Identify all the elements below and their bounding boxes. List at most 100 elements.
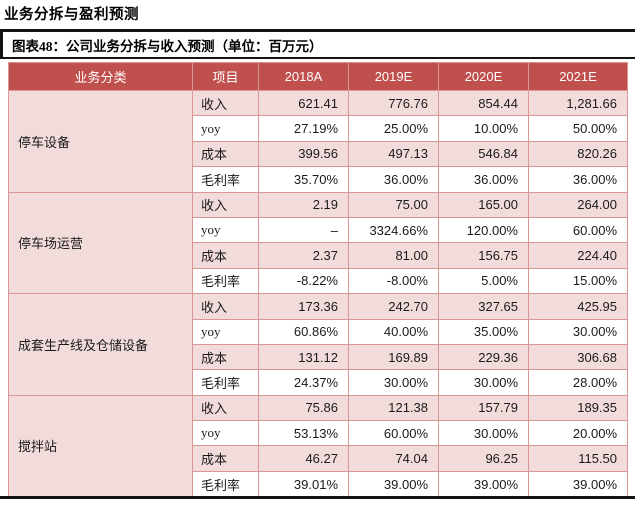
value-cell: 776.76 xyxy=(348,89,439,117)
bottom-divider-rule xyxy=(0,496,635,499)
value-cell: 15.00% xyxy=(528,267,628,295)
value-cell: 24.37% xyxy=(258,369,349,396)
category-cell: 停车设备 xyxy=(8,90,193,193)
item-cell: 毛利率 xyxy=(192,470,259,498)
value-cell: 3324.66% xyxy=(348,216,439,244)
value-cell: 60.00% xyxy=(528,216,628,244)
value-cell: 30.00% xyxy=(348,369,439,396)
item-cell: 成本 xyxy=(192,343,259,371)
value-cell: 306.68 xyxy=(528,343,628,371)
table-header-row: 业务分类 项目 2018A 2019E 2020E 2021E xyxy=(8,62,628,91)
figure-caption: 图表48：公司业务分拆与收入预测（单位：百万元） xyxy=(12,38,323,54)
table-row: 停车设备 收入 621.41 776.76 854.44 1,281.66 xyxy=(8,89,628,193)
value-cell: 27.19% xyxy=(258,115,349,142)
value-cell: 621.41 xyxy=(258,89,349,117)
value-cell: 25.00% xyxy=(348,115,439,142)
item-cell: 毛利率 xyxy=(192,267,259,295)
value-cell: 39.00% xyxy=(438,470,529,498)
value-cell: 75.86 xyxy=(258,394,349,422)
value-cell: 10.00% xyxy=(438,115,529,142)
item-cell: 收入 xyxy=(192,191,259,218)
header-cell-2018a: 2018A xyxy=(258,62,349,91)
value-cell: 39.01% xyxy=(258,470,349,498)
header-cell-2019e: 2019E xyxy=(348,62,439,91)
item-cell: 成本 xyxy=(192,140,259,168)
table-row: yoy 27.19% 25.00% 10.00% 50.00% xyxy=(9,115,628,142)
item-cell: 毛利率 xyxy=(192,166,259,193)
value-cell: 53.13% xyxy=(258,420,349,447)
category-cell: 停车场运营 xyxy=(8,191,193,295)
value-cell: 169.89 xyxy=(348,343,439,371)
value-cell: 5.00% xyxy=(438,267,529,295)
value-cell: -8.22% xyxy=(258,267,349,295)
value-cell: 35.70% xyxy=(258,166,349,193)
value-cell: 30.00% xyxy=(528,318,628,345)
value-cell: 546.84 xyxy=(438,140,529,168)
value-cell: 121.38 xyxy=(348,394,439,422)
value-cell: 120.00% xyxy=(438,216,529,244)
value-cell: 497.13 xyxy=(348,140,439,168)
value-cell: 28.00% xyxy=(528,369,628,396)
value-cell: 165.00 xyxy=(438,191,529,218)
value-cell: 189.35 xyxy=(528,394,628,422)
value-cell: 820.26 xyxy=(528,140,628,168)
value-cell: 60.86% xyxy=(258,318,349,345)
item-cell: 收入 xyxy=(192,394,259,422)
table-row: 成本 399.56 497.13 546.84 820.26 xyxy=(9,140,628,168)
value-cell: 157.79 xyxy=(438,394,529,422)
value-cell: 39.00% xyxy=(528,470,628,498)
header-cell-category: 业务分类 xyxy=(8,62,193,91)
caption-divider-rule xyxy=(0,57,635,59)
value-cell: 36.00% xyxy=(438,166,529,193)
table-row: 毛利率 24.37% 30.00% 30.00% 28.00% xyxy=(9,369,628,396)
table-row: 搅拌站 收入 75.86 121.38 157.79 189.35 xyxy=(8,394,628,498)
value-cell: 60.00% xyxy=(348,420,439,447)
table-row: 成本 2.37 81.00 156.75 224.40 xyxy=(9,242,628,269)
item-cell: yoy xyxy=(192,420,259,447)
item-cell: 收入 xyxy=(192,293,259,320)
value-cell: 327.65 xyxy=(438,293,529,320)
header-cell-item: 项目 xyxy=(192,62,259,91)
value-cell: 74.04 xyxy=(348,445,439,472)
value-cell: 35.00% xyxy=(438,318,529,345)
table-row: 成套生产线及仓储设备 收入 173.36 242.70 327.65 425.9… xyxy=(8,293,628,396)
table-row: 停车场运营 收入 2.19 75.00 165.00 264.00 xyxy=(8,191,628,295)
category-cell: 成套生产线及仓储设备 xyxy=(8,293,193,396)
item-cell: yoy xyxy=(192,216,259,244)
value-cell: – xyxy=(258,216,349,244)
header-cell-2020e: 2020E xyxy=(438,62,529,91)
value-cell: 264.00 xyxy=(528,191,628,218)
value-cell: 2.37 xyxy=(258,242,349,269)
page-title: 业务分拆与盈利预测 xyxy=(4,7,139,23)
table-row: yoy – 3324.66% 120.00% 60.00% xyxy=(9,216,628,244)
value-cell: 36.00% xyxy=(348,166,439,193)
value-cell: 399.56 xyxy=(258,140,349,168)
value-cell: 39.00% xyxy=(348,470,439,498)
item-cell: yoy xyxy=(192,115,259,142)
value-cell: 224.40 xyxy=(528,242,628,269)
table-row: yoy 60.86% 40.00% 35.00% 30.00% xyxy=(9,318,628,345)
value-cell: 156.75 xyxy=(438,242,529,269)
value-cell: 40.00% xyxy=(348,318,439,345)
value-cell: 242.70 xyxy=(348,293,439,320)
value-cell: 50.00% xyxy=(528,115,628,142)
item-cell: 成本 xyxy=(192,445,259,472)
value-cell: 30.00% xyxy=(438,369,529,396)
value-cell: 20.00% xyxy=(528,420,628,447)
item-cell: yoy xyxy=(192,318,259,345)
value-cell: 81.00 xyxy=(348,242,439,269)
item-cell: 成本 xyxy=(192,242,259,269)
business-forecast-table: 业务分类 项目 2018A 2019E 2020E 2021E 停车设备 收入 … xyxy=(8,62,628,498)
header-cell-2021e: 2021E xyxy=(528,62,628,91)
value-cell: 173.36 xyxy=(258,293,349,320)
figure-caption-band: 图表48：公司业务分拆与收入预测（单位：百万元） xyxy=(0,32,635,57)
value-cell: -8.00% xyxy=(348,267,439,295)
value-cell: 854.44 xyxy=(438,89,529,117)
category-cell: 搅拌站 xyxy=(8,394,193,498)
value-cell: 425.95 xyxy=(528,293,628,320)
value-cell: 75.00 xyxy=(348,191,439,218)
top-divider-rule xyxy=(0,29,635,32)
value-cell: 46.27 xyxy=(258,445,349,472)
value-cell: 30.00% xyxy=(438,420,529,447)
item-cell: 收入 xyxy=(192,89,259,117)
